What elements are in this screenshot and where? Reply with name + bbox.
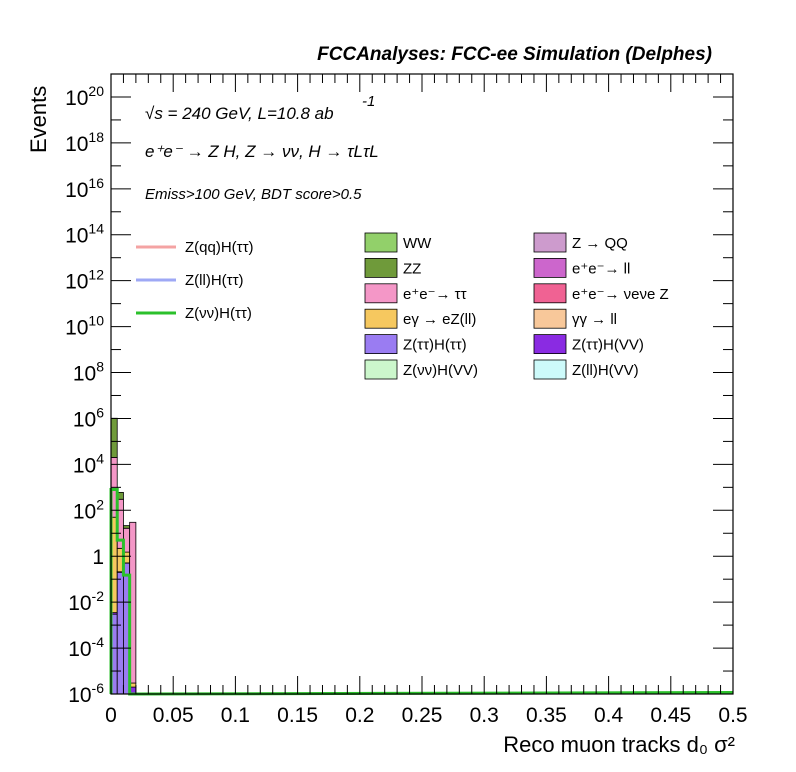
legend-label: Z → QQ [572,235,628,252]
annotation-block: √s = 240 GeV, L=10.8 ab -1 e⁺e⁻ → Z H, Z… [145,93,379,203]
legend: Z(qq)H(ττ) Z(ll)H(ττ) Z(νν)H(ττ) WW ZZ e⁺e⁻→ … [136,232,669,380]
legend-label: γγ → ll [572,311,617,328]
y-tick-label: 10-2 [68,588,104,615]
legend-label: WW [403,235,432,252]
plot-area [111,74,733,694]
bar-zz-bin-0 [110,417,118,458]
y-axis-label: Events [26,86,51,153]
y-tick-label: 10-6 [68,680,104,707]
tick-marks [110,73,734,695]
x-tick-label: 0.3 [470,704,499,727]
annotation-energy-lumi: √s = 240 GeV, L=10.8 ab [145,104,334,123]
x-tick-label: 0.05 [153,704,194,727]
x-tick-label: 0.5 [718,704,747,727]
annotation-selection: Emiss>100 GeV, BDT score>0.5 [145,186,362,203]
x-tick-label: 0.2 [345,704,374,727]
y-tick-label: 10-4 [68,634,104,661]
bar-z-h--bin-1 [116,571,124,695]
legend-label: eγ → eZ(ll) [403,311,476,328]
x-axis-label: Reco muon tracks d₀ σ² [503,732,735,757]
legend-box-swatch [364,334,398,355]
legend-label: ZZ [403,260,421,277]
legend-box-swatch [533,359,567,380]
legend-box-swatch [533,334,567,355]
y-tick-labels: 10-6 10-4 10-2 1 102 104 106 108 1010 1012 1014 101… [65,83,104,707]
legend-box-swatch [533,257,567,278]
chart-title: FCCAnalyses: FCC-ee Simulation (Delphes) [317,44,712,65]
legend-label: Z(ll)H(ττ) [185,272,244,289]
legend-box-swatch [364,232,398,253]
y-tick-label: 1018 [65,129,104,156]
y-tick-label: 1 [92,546,104,569]
bar-zz-bin-2 [123,525,131,529]
legend-label: Z(ll)H(VV) [572,362,639,379]
y-tick-label: 106 [73,404,104,431]
y-tick-label: 1016 [65,175,104,202]
annotation-process: e⁺e⁻ → Z H, Z → νν, H → τLτL [145,142,379,161]
legend-box-swatch [364,359,398,380]
legend-label: Z(νν)H(ττ) [185,305,252,322]
x-tick-labels: 0 0.05 0.1 0.15 0.2 0.25 0.3 0.35 0.4 0.45 0.5 [105,704,747,727]
y-tick-label: 102 [73,496,104,523]
x-tick-label: 0.45 [650,704,691,727]
legend-label: e⁺e⁻→ ττ [403,286,467,303]
x-tick-label: 0.4 [594,704,624,727]
y-tick-label: 1012 [65,267,104,294]
x-tick-label: 0.35 [526,704,567,727]
y-tick-label: 1020 [65,83,104,110]
y-tick-label: 104 [73,450,104,477]
legend-label: Z(ττ)H(VV) [572,337,644,354]
legend-box-swatch [533,232,567,253]
legend-box-swatch [364,283,398,304]
annotation-lumi-exponent: -1 [362,93,375,110]
y-tick-label: 1010 [65,313,104,340]
y-tick-label: 108 [73,359,104,386]
legend-box-swatch [364,257,398,278]
x-tick-label: 0.25 [402,704,443,727]
legend-box-swatch [533,308,567,329]
x-tick-label: 0.15 [277,704,318,727]
legend-label: Z(νν)H(VV) [403,362,478,379]
legend-label: Z(ττ)H(ττ) [403,337,467,354]
plot-background [111,74,733,694]
x-tick-label: 0.1 [221,704,250,727]
x-tick-label: 0 [105,704,117,727]
legend-box-swatch [533,283,567,304]
legend-label: e⁺e⁻→ νeνe Z [572,286,669,303]
legend-label: Z(qq)H(ττ) [185,239,254,256]
y-tick-label: 1014 [65,221,104,248]
legend-box-swatch [364,308,398,329]
legend-label: e⁺e⁻→ ll [572,260,630,277]
